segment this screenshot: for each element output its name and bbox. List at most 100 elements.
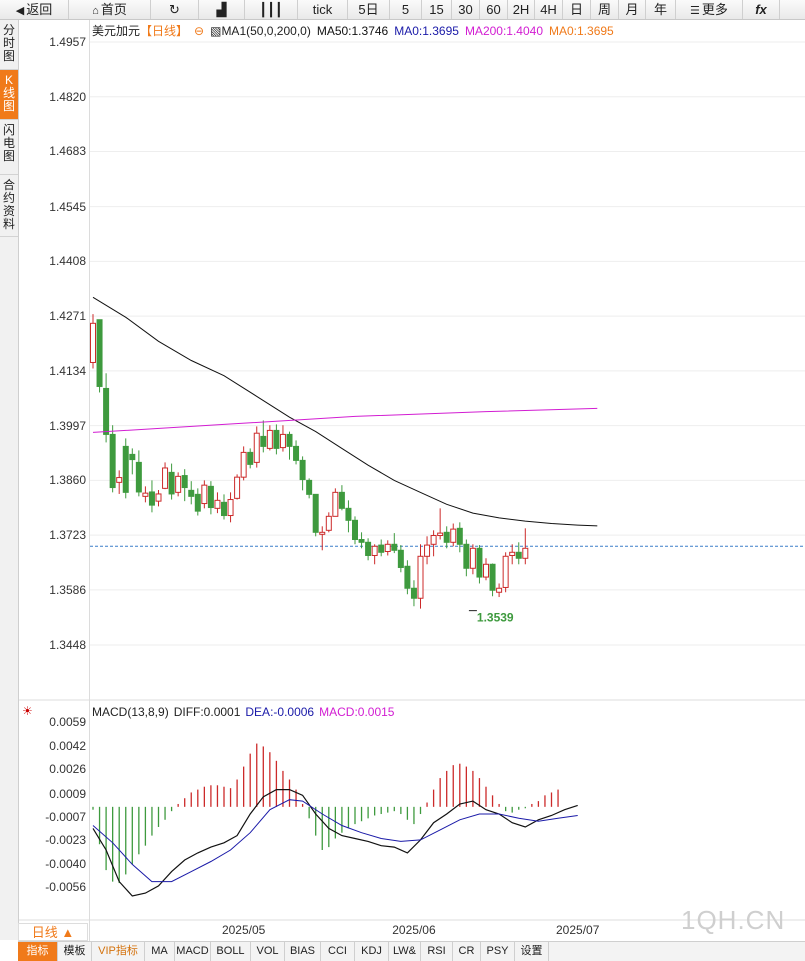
- sidebar-item-contract[interactable]: 合约资料: [0, 175, 18, 237]
- period-5d-button[interactable]: 5日: [348, 0, 390, 19]
- indicator-tab-7[interactable]: BIAS: [285, 942, 321, 961]
- period-60-button[interactable]: 60: [480, 0, 508, 19]
- period-year-button[interactable]: 年: [646, 0, 676, 19]
- candle-body: [515, 551, 522, 559]
- chart-type-bar-button[interactable]: ▟: [199, 0, 245, 19]
- period-week-button[interactable]: 周: [591, 0, 619, 19]
- macd-macd-value: MACD:0.0015: [319, 705, 395, 719]
- indicator-tab-8[interactable]: CCI: [321, 942, 355, 961]
- candle-body: [456, 527, 463, 545]
- price-tick-label: 1.4683: [49, 144, 86, 159]
- price-tick-label: 1.3448: [49, 638, 86, 652]
- macd-tick-label: -0.0040: [45, 857, 86, 872]
- candle-body: [496, 587, 503, 593]
- indicator-tab-4[interactable]: MACD: [175, 942, 211, 961]
- macd-tick-label: -0.0007: [45, 809, 86, 824]
- back-button[interactable]: ◀ 返回: [0, 0, 69, 19]
- indicator-tab-5[interactable]: BOLL: [211, 942, 251, 961]
- home-icon: ⌂: [92, 5, 99, 17]
- symbol-title: 美元加元: [92, 24, 141, 38]
- refresh-button[interactable]: ↻: [151, 0, 199, 19]
- price-tick-label: 1.3586: [49, 582, 86, 597]
- period-4h-button[interactable]: 4H: [535, 0, 563, 19]
- candle-body: [365, 541, 372, 556]
- candle-body: [424, 544, 431, 557]
- sidebar-item-timeshare[interactable]: 分时图: [0, 20, 18, 70]
- candle-body: [116, 477, 123, 483]
- period-2h-button[interactable]: 2H: [508, 0, 535, 19]
- candle-body: [90, 322, 96, 363]
- candle-body: [450, 528, 457, 543]
- candle-body: [463, 543, 470, 569]
- price-tick-label: 1.4408: [49, 254, 86, 269]
- indicator-tab-0[interactable]: 指标: [18, 942, 58, 961]
- sidebar-item-lightning[interactable]: 闪电图: [0, 120, 18, 175]
- candle-body: [135, 461, 142, 493]
- period-15-button[interactable]: 15: [422, 0, 452, 19]
- candle-body: [155, 493, 162, 502]
- macd-tick-label: -0.0056: [45, 880, 86, 895]
- candle-body: [332, 491, 339, 517]
- macd-legend: MACD(13,8,9) DIFF:0.0001 DEA:-0.0006 MACD:0…: [92, 705, 399, 719]
- indicator-tab-9[interactable]: KDJ: [355, 942, 389, 961]
- period-5-button[interactable]: 5: [390, 0, 422, 19]
- price-tick-label: 1.3860: [49, 473, 86, 488]
- period-day-button[interactable]: 日: [563, 0, 591, 19]
- home-button[interactable]: ⌂ 首页: [69, 0, 151, 19]
- candle-body: [207, 485, 214, 509]
- candle-body: [168, 471, 175, 495]
- candle-body: [476, 547, 483, 578]
- indicator-tab-1[interactable]: 模板: [58, 942, 92, 961]
- candle-body: [325, 515, 332, 531]
- indicator-tab-10[interactable]: LW&: [389, 942, 421, 961]
- indicator-tab-6[interactable]: VOL: [251, 942, 285, 961]
- period-month-button[interactable]: 月: [619, 0, 646, 19]
- candle-body: [469, 547, 476, 569]
- settings-icon[interactable]: ⊖: [194, 24, 205, 38]
- macd-settings-icon[interactable]: ☀: [22, 704, 33, 718]
- candle-body: [489, 563, 496, 591]
- price-tick-label: 1.3997: [49, 418, 86, 433]
- bar-chart-icon: ▟: [216, 2, 227, 17]
- candle-body: [410, 587, 417, 599]
- macd-tick-label: 0.0009: [49, 786, 86, 801]
- candle-body: [148, 491, 155, 506]
- candle-body: [397, 549, 404, 568]
- candle-body: [103, 387, 110, 435]
- candle-body: [293, 445, 300, 461]
- indicator-tab-11[interactable]: RSI: [421, 942, 453, 961]
- grid-lines: [18, 41, 805, 921]
- ma-name: MA1(50,0,200,0): [221, 24, 311, 38]
- period-tab[interactable]: 日线 ▲: [18, 923, 88, 941]
- candle-body: [358, 539, 365, 543]
- macd-tick-label: 0.0026: [49, 762, 86, 777]
- macd-dea-value: DEA:-0.0006: [245, 705, 315, 719]
- indicator-tab-12[interactable]: CR: [453, 942, 481, 961]
- candle-body: [522, 547, 529, 559]
- candle-body: [194, 493, 201, 512]
- x-tick-label: 2025/05: [221, 923, 266, 937]
- price-tick-label: 1.4957: [49, 35, 86, 49]
- macd-name: MACD(13,8,9): [92, 705, 169, 719]
- x-tick-label: 2025/07: [555, 923, 600, 937]
- formula-button[interactable]: fx: [743, 0, 780, 19]
- tick-button[interactable]: tick: [298, 0, 348, 19]
- candle-body: [391, 543, 398, 551]
- indicator-tab-2[interactable]: VIP指标: [92, 942, 145, 961]
- top-toolbar: ◀ 返回 ⌂ 首页 ↻ ▟ ┃┃┃ tick 5日 5 15 30 60 2H 4H…: [0, 0, 805, 20]
- candle-body: [96, 319, 103, 387]
- unknown-button[interactable]: [780, 0, 805, 19]
- macd-histogram: [92, 743, 559, 884]
- price-tick-label: 1.4545: [49, 199, 86, 214]
- indicator-tab-3[interactable]: MA: [145, 942, 175, 961]
- indicator-tab-13[interactable]: PSY: [481, 942, 515, 961]
- period-30-button[interactable]: 30: [452, 0, 480, 19]
- candle-body: [175, 475, 182, 493]
- more-button[interactable]: ☰ 更多: [676, 0, 743, 19]
- indicator-tab-14[interactable]: 设置: [515, 942, 549, 961]
- macd-tick-label: -0.0023: [45, 832, 86, 847]
- chart-type-candle-button[interactable]: ┃┃┃: [245, 0, 298, 19]
- sidebar-item-kline[interactable]: K线图: [0, 70, 18, 120]
- candlestick-icon: ┃┃┃: [259, 2, 283, 17]
- ma50-value: MA50:1.3746: [316, 24, 389, 38]
